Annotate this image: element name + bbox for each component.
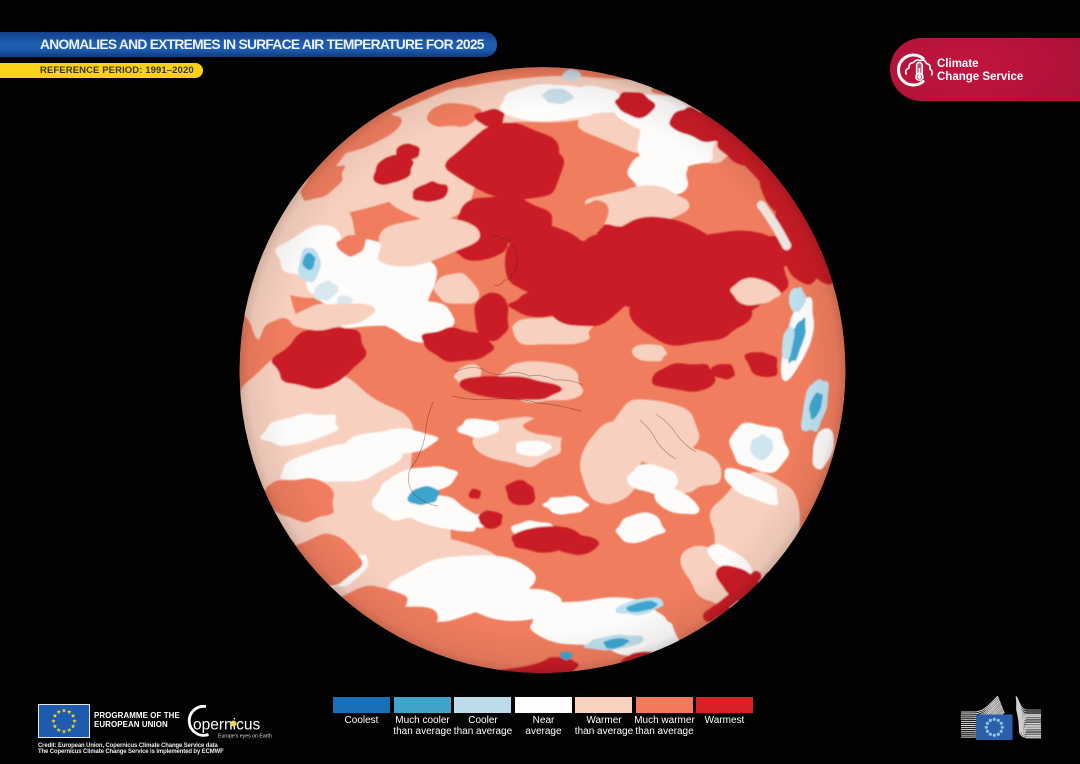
svg-text:opernicus: opernicus <box>193 717 260 734</box>
svg-text:Europe's eyes on Earth: Europe's eyes on Earth <box>218 734 272 740</box>
